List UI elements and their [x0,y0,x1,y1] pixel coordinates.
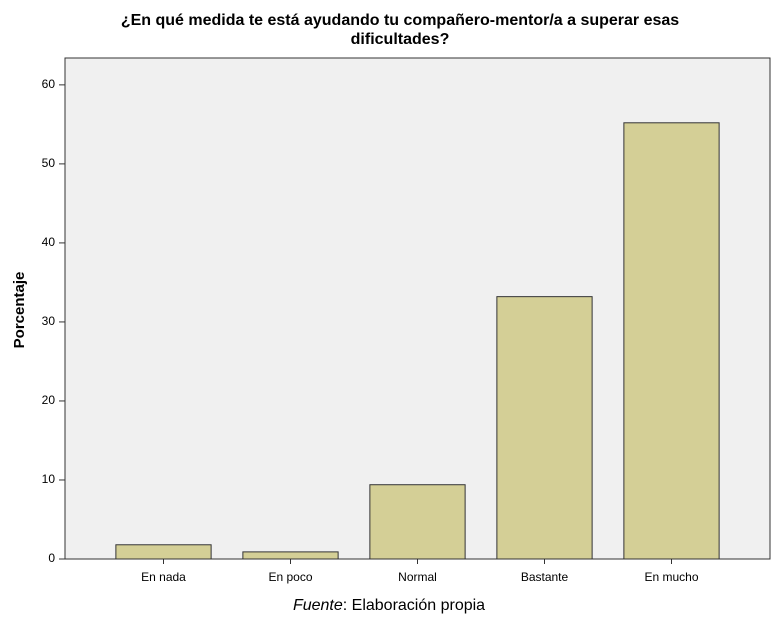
x-tick-label: Normal [398,570,437,584]
y-tick-label: 20 [42,393,56,407]
y-tick-label: 30 [42,314,56,328]
y-tick-label: 10 [42,472,56,486]
source-note: Fuente: Elaboración propia [293,597,485,614]
y-axis-label: Porcentaje [11,272,28,349]
x-tick-label: En nada [141,570,186,584]
y-tick-label: 40 [42,235,56,249]
bar [369,484,466,560]
chart-title: dificultades? [351,31,450,48]
bar [496,296,593,560]
chart-title: ¿En qué medida te está ayudando tu compa… [121,12,679,29]
bar [623,122,720,560]
source-emphasis: Fuente [293,597,343,614]
x-tick-label: En mucho [644,570,698,584]
x-tick-label: Bastante [521,570,569,584]
source-text: : Elaboración propia [343,597,485,614]
y-tick-label: 0 [48,551,55,565]
y-tick-label: 60 [42,77,56,91]
y-tick-label: 50 [42,156,56,170]
bar [115,544,212,560]
bar [242,551,339,560]
x-tick-label: En poco [268,570,312,584]
